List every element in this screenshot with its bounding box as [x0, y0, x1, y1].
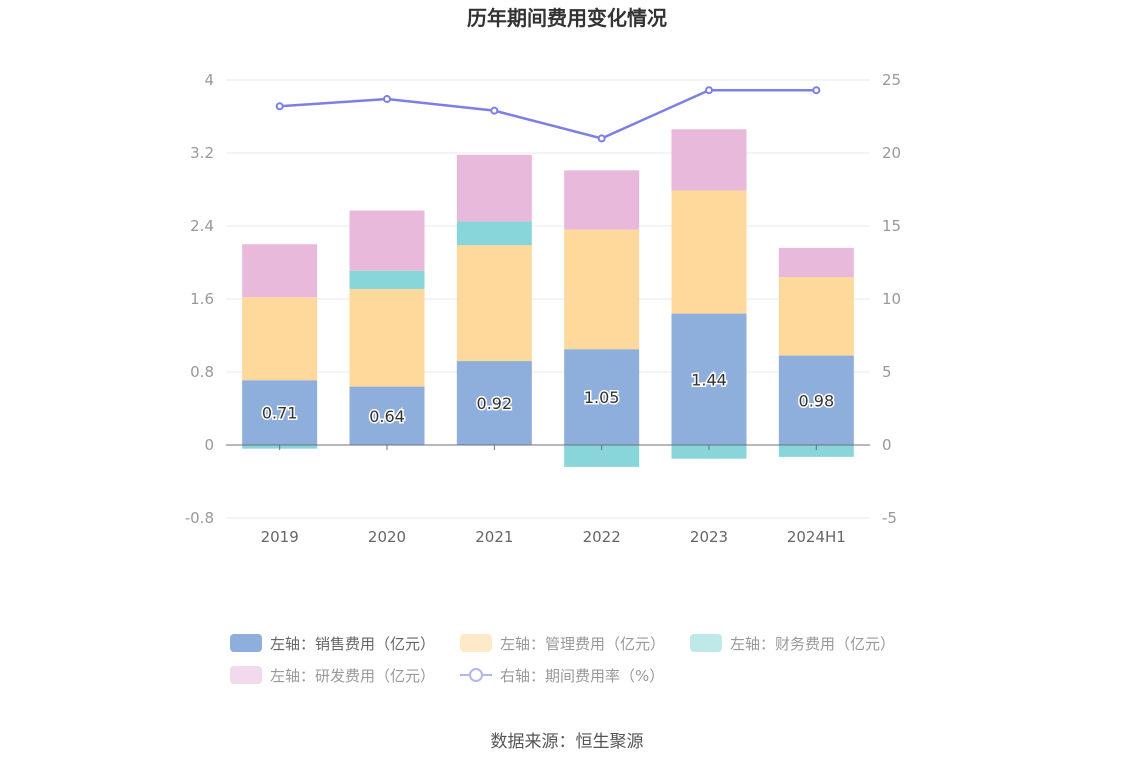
rate-point: [275, 102, 284, 111]
bar-segment: [778, 445, 854, 457]
bar-value-label: 0.92: [477, 394, 513, 413]
rate-line-path: [279, 88, 817, 140]
bar-segment: [456, 221, 532, 246]
bar-segment: [671, 445, 747, 459]
left-tick-label: -0.8: [185, 509, 214, 527]
left-tick-label: 4: [204, 71, 214, 89]
bar-segment: [671, 313, 747, 445]
legend: 左轴：销售费用（亿元） 左轴：管理费用（亿元） 左轴：财务费用（亿元） 左轴：研发费用…: [230, 634, 895, 685]
left-tick-label: 0.8: [190, 363, 214, 381]
bar-segment: [671, 129, 747, 191]
bar-segment: [564, 229, 640, 350]
bar-segment: [349, 288, 425, 387]
legend-swatch: [690, 634, 722, 652]
source-note: 数据来源：恒生聚源: [491, 732, 644, 752]
legend-item: 左轴：销售费用（亿元）: [230, 634, 435, 653]
bar-segment: [778, 247, 854, 278]
x-tick-label: 2024H1: [787, 528, 846, 546]
left-tick-label: 1.6: [190, 290, 214, 308]
grid: [226, 79, 870, 519]
bar-segment: [778, 277, 854, 356]
legend-item: 左轴：管理费用（亿元）: [460, 634, 665, 653]
right-axis: 25 20 15 10 5 0 -5: [882, 71, 901, 527]
bar-segment: [456, 245, 532, 362]
right-tick-label: 0: [882, 436, 892, 454]
rate-point: [705, 86, 713, 95]
rate-line: [275, 86, 821, 143]
bar-segment: [242, 380, 318, 445]
bar-segment: [564, 349, 640, 445]
bar-segment: [349, 210, 425, 271]
x-tick-label: 2022: [583, 528, 621, 546]
legend-label: 左轴：销售费用（亿元）: [270, 635, 435, 653]
right-tick-label: 25: [882, 71, 901, 89]
x-tick-label: 2019: [261, 528, 299, 546]
bar-value-label: 1.05: [584, 388, 620, 407]
bar-segment: [778, 355, 854, 445]
right-tick-label: 10: [882, 290, 901, 308]
rate-point: [490, 106, 499, 115]
rate-point: [812, 86, 821, 95]
bar-segment: [564, 170, 640, 230]
bar-value-label: 0.98: [799, 391, 835, 410]
left-tick-label: 2.4: [190, 217, 214, 235]
legend-item: 右轴：期间费用率（%）: [460, 667, 664, 685]
right-tick-label: 15: [882, 217, 901, 235]
bars: [242, 129, 854, 467]
bar-labels: 0.71 0.64 0.92 1.05 1.44 0.98: [260, 369, 835, 428]
left-tick-label: 0: [204, 436, 214, 454]
rate-point: [597, 134, 606, 143]
bar-segment: [349, 270, 425, 289]
legend-swatch: [460, 634, 492, 652]
right-tick-label: -5: [882, 509, 897, 527]
bar-value-label: 0.71: [262, 404, 298, 423]
bar-segment: [564, 445, 640, 467]
bar-segment: [671, 190, 747, 314]
bar-value-label: 1.44: [691, 370, 727, 389]
legend-item: 左轴：研发费用（亿元）: [230, 666, 435, 685]
legend-label: 左轴：研发费用（亿元）: [270, 667, 435, 685]
bar-segment: [242, 297, 318, 381]
legend-swatch: [230, 666, 262, 684]
legend-label: 左轴：财务费用（亿元）: [730, 635, 895, 653]
legend-label: 右轴：期间费用率（%）: [500, 667, 664, 685]
legend-line-marker: [469, 668, 483, 682]
bar-segment: [349, 386, 425, 445]
x-axis: [226, 444, 870, 450]
right-tick-label: 5: [882, 363, 892, 381]
bar-value-label: 0.64: [369, 407, 405, 426]
x-axis-labels: 2019 2020 2021 2022 2023 2024H1: [261, 528, 846, 546]
legend-label: 左轴：管理费用（亿元）: [500, 635, 665, 653]
bar-segment: [456, 361, 532, 445]
x-tick-label: 2020: [368, 528, 406, 546]
x-tick-label: 2023: [690, 528, 728, 546]
bar-segment: [242, 244, 318, 298]
left-tick-label: 3.2: [190, 144, 214, 162]
chart-title: 历年期间费用变化情况: [467, 6, 667, 30]
right-tick-label: 20: [882, 144, 901, 162]
x-tick-label: 2021: [475, 528, 513, 546]
rate-point: [383, 94, 391, 103]
legend-item: 左轴：财务费用（亿元）: [690, 634, 895, 653]
legend-swatch: [230, 634, 262, 652]
left-axis: 4 3.2 2.4 1.6 0.8 0 -0.8: [185, 71, 214, 527]
bar-segment: [456, 154, 532, 222]
